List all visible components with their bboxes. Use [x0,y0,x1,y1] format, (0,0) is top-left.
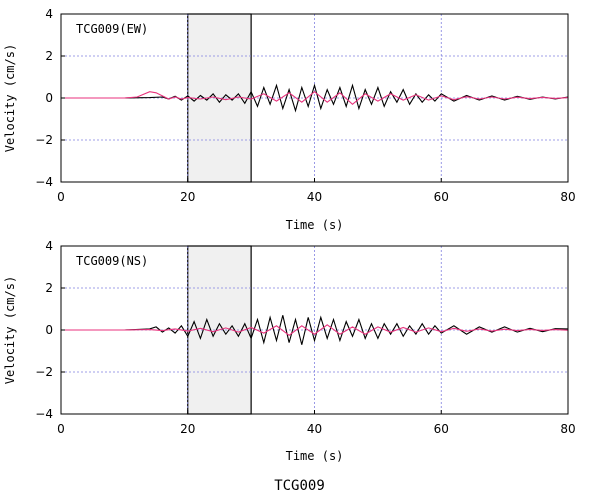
y-tick-label: −4 [35,175,53,189]
x-tick-label: 40 [307,190,322,204]
station-label: TCG009(NS) [76,254,148,268]
x-tick-label: 20 [180,190,195,204]
y-tick-label: 0 [45,91,53,105]
y-tick-label: −2 [35,365,53,379]
series-line-pink [61,90,569,106]
series-line-pink [61,324,569,336]
x-axis-label: Time (s) [286,218,344,232]
x-tick-label: 20 [180,422,195,436]
figure-title: TCG009 [274,478,325,494]
y-tick-label: −4 [35,407,53,421]
y-tick-label: 2 [45,281,53,295]
x-tick-label: 80 [560,190,575,204]
y-tick-label: 4 [45,7,53,21]
x-tick-label: 0 [57,190,65,204]
station-label: TCG009(EW) [76,22,148,36]
y-tick-label: 0 [45,323,53,337]
x-tick-label: 40 [307,422,322,436]
x-tick-label: 80 [560,422,575,436]
x-tick-label: 60 [434,422,449,436]
y-tick-label: −2 [35,133,53,147]
x-tick-label: 0 [57,422,65,436]
x-axis-label: Time (s) [286,449,344,463]
y-axis-label: Velocity (cm/s) [3,44,17,152]
y-tick-label: 4 [45,239,53,253]
y-tick-label: 2 [45,49,53,63]
x-tick-label: 60 [434,190,449,204]
y-axis-label: Velocity (cm/s) [3,276,17,384]
